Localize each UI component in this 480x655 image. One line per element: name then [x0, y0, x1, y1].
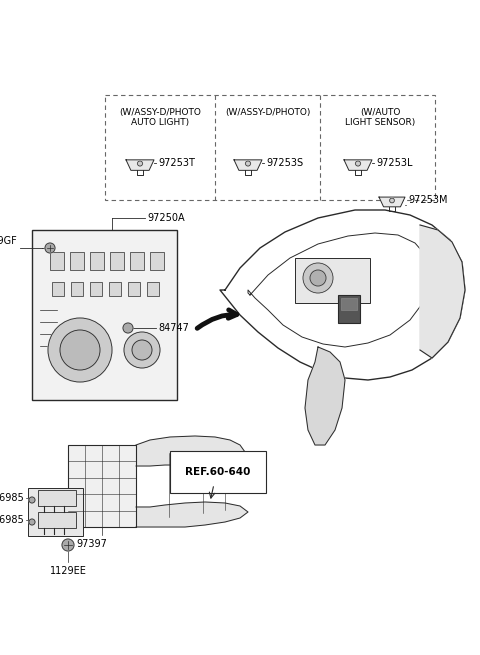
Bar [32, 230, 177, 400]
Bar [38, 490, 76, 506]
Circle shape [310, 270, 326, 286]
Text: 1129EE: 1129EE [49, 566, 86, 576]
Circle shape [48, 318, 112, 382]
Bar [105, 95, 435, 200]
Text: 97250A: 97250A [147, 213, 185, 223]
Bar [28, 488, 83, 536]
Circle shape [123, 323, 133, 333]
Circle shape [45, 243, 55, 253]
Circle shape [124, 332, 160, 368]
Bar [109, 282, 121, 296]
Text: REF.60-640: REF.60-640 [185, 467, 251, 477]
Text: 97397: 97397 [77, 539, 108, 549]
Circle shape [62, 539, 74, 551]
Bar [90, 282, 102, 296]
Circle shape [137, 161, 143, 166]
Text: (W/ASSY-D/PHOTO): (W/ASSY-D/PHOTO) [225, 108, 311, 117]
Text: 97253M: 97253M [408, 195, 447, 205]
Bar [70, 252, 84, 270]
Bar [38, 512, 76, 528]
Polygon shape [420, 225, 465, 358]
Circle shape [60, 330, 100, 370]
Polygon shape [379, 197, 405, 207]
Text: (W/AUTO
LIGHT SENSOR): (W/AUTO LIGHT SENSOR) [345, 108, 415, 128]
Circle shape [29, 519, 35, 525]
Polygon shape [344, 160, 372, 170]
Bar [147, 282, 159, 296]
Text: 1249GF: 1249GF [0, 236, 18, 246]
Text: (W/ASSY-D/PHOTO
AUTO LIGHT): (W/ASSY-D/PHOTO AUTO LIGHT) [119, 108, 201, 128]
Bar [68, 445, 136, 527]
Circle shape [29, 497, 35, 503]
Circle shape [303, 263, 333, 293]
Bar [128, 282, 140, 296]
Text: 97253T: 97253T [158, 158, 195, 168]
Polygon shape [234, 160, 262, 170]
FancyArrowPatch shape [197, 310, 237, 328]
Bar [150, 252, 164, 270]
Bar [338, 295, 360, 323]
Text: 84747: 84747 [158, 323, 189, 333]
Bar [341, 298, 357, 310]
Bar [71, 282, 83, 296]
Text: 97253L: 97253L [376, 158, 412, 168]
Bar [110, 252, 124, 270]
Polygon shape [136, 436, 248, 527]
Bar [130, 252, 144, 270]
Text: 96985: 96985 [0, 493, 24, 503]
Circle shape [390, 198, 395, 203]
Bar [52, 282, 64, 296]
Bar [90, 252, 104, 270]
Polygon shape [305, 347, 345, 445]
Bar [295, 258, 370, 303]
Bar [50, 252, 64, 270]
Circle shape [245, 161, 251, 166]
Circle shape [356, 161, 360, 166]
Polygon shape [126, 160, 154, 170]
Text: 97253S: 97253S [266, 158, 303, 168]
Text: 96985: 96985 [0, 515, 24, 525]
Circle shape [132, 340, 152, 360]
